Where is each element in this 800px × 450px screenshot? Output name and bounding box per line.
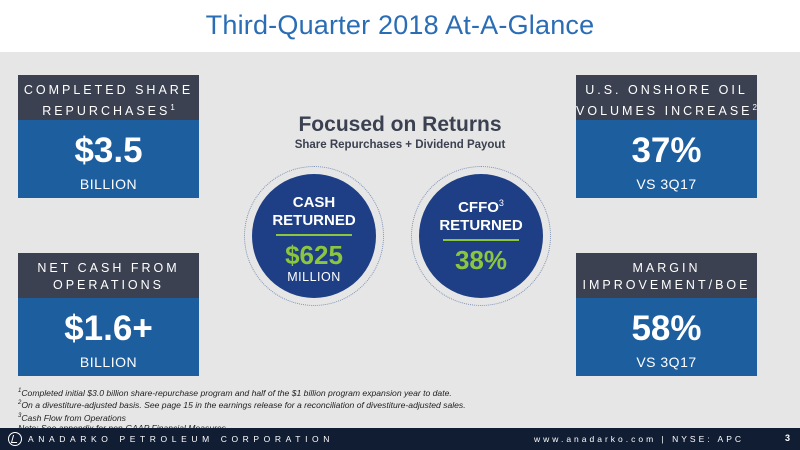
slide-title: Third-Quarter 2018 At-A-Glance	[205, 10, 595, 40]
footnote-text: Cash Flow from Operations	[21, 412, 126, 423]
footnote-marker: 3	[498, 198, 504, 208]
circle-divider	[276, 234, 352, 236]
circle-value: $625	[285, 240, 343, 270]
cash-returned-circle: CASH RETURNED $625 MILLION	[252, 174, 376, 298]
card-body: 58% VS 3Q17	[576, 298, 757, 376]
center-title: Focused on Returns	[298, 113, 502, 136]
footer-company: ANADARKO PETROLEUM CORPORATION	[28, 434, 334, 444]
card-value: 37%	[631, 131, 702, 170]
card-unit: BILLION	[79, 354, 138, 370]
circle-label-line1: CFFO	[458, 199, 499, 216]
card-body: 37% VS 3Q17	[576, 120, 757, 198]
card-unit: VS 3Q17	[636, 354, 697, 370]
cffo-returned-ring	[411, 166, 551, 306]
circle-label: CASH RETURNED	[252, 194, 376, 230]
footnote-mark: 1	[18, 388, 22, 394]
footnote-marker: 2	[752, 103, 757, 112]
card-net-cash: NET CASH FROM OPERATIONS $1.6+ BILLION	[18, 253, 199, 376]
footnote-mark: 2	[18, 400, 22, 407]
circle-value: 38%	[454, 245, 508, 275]
anadarko-logo-icon	[8, 432, 22, 446]
circle-label: CFFO3 RETURNED	[419, 194, 543, 235]
footnote-1: 1Completed initial $3.0 billion share-re…	[18, 386, 578, 398]
footnotes: 1Completed initial $3.0 billion share-re…	[18, 386, 578, 433]
footnote-3: 3Cash Flow from Operations	[18, 411, 578, 423]
circle-label-line2: RETURNED	[272, 212, 356, 229]
card-value: $1.6+	[64, 309, 153, 348]
card-heading-text: MARGIN IMPROVEMENT/BOE	[582, 261, 751, 292]
card-heading: NET CASH FROM OPERATIONS	[18, 253, 199, 298]
center-subtitle: Share Repurchases + Dividend Payout	[294, 139, 506, 151]
card-heading-text: COMPLETED SHARE REPURCHASES	[23, 83, 194, 119]
footnote-text: Completed initial $3.0 billion share-rep…	[21, 387, 452, 398]
cash-returned-ring	[244, 166, 384, 306]
footnote-text: Note: See appendix for non-GAAP Financia…	[18, 423, 228, 433]
card-unit: BILLION	[79, 176, 138, 192]
card-share-repurchases: COMPLETED SHARE REPURCHASES1 $3.5 BILLIO…	[18, 75, 199, 198]
circle-label-line1: CASH	[292, 194, 336, 211]
cffo-returned-circle: CFFO3 RETURNED 38%	[419, 174, 543, 298]
footnote-mark: 3	[18, 412, 22, 419]
card-heading-text: U.S. ONSHORE OIL VOLUMES INCREASE	[576, 83, 753, 119]
title-band: Third-Quarter 2018 At-A-Glance	[0, 0, 800, 52]
footnote-text: On a divestiture-adjusted basis. See pag…	[21, 400, 466, 411]
page-number: 3	[784, 433, 790, 443]
card-value: $3.5	[74, 131, 143, 170]
footnote-marker: 1	[170, 103, 175, 112]
footnote-2: 2On a divestiture-adjusted basis. See pa…	[18, 398, 578, 410]
card-value: 58%	[631, 309, 702, 348]
footnote-note: Note: See appendix for non-GAAP Financia…	[18, 423, 578, 433]
card-heading: U.S. ONSHORE OIL VOLUMES INCREASE2	[576, 75, 757, 120]
card-unit: VS 3Q17	[636, 176, 697, 192]
card-body: $3.5 BILLION	[18, 120, 199, 198]
circle-unit: MILLION	[287, 270, 341, 284]
card-body: $1.6+ BILLION	[18, 298, 199, 376]
footer-bar: ANADARKO PETROLEUM CORPORATION www.anada…	[0, 428, 800, 450]
footer-website: www.anadarko.com | NYSE: APC	[534, 434, 744, 444]
card-margin-improvement: MARGIN IMPROVEMENT/BOE 58% VS 3Q17	[576, 253, 757, 376]
card-heading-text: NET CASH FROM OPERATIONS	[37, 261, 180, 292]
circle-label-line2: RETURNED	[439, 217, 523, 234]
card-heading: COMPLETED SHARE REPURCHASES1	[18, 75, 199, 120]
card-onshore-oil: U.S. ONSHORE OIL VOLUMES INCREASE2 37% V…	[576, 75, 757, 198]
card-heading: MARGIN IMPROVEMENT/BOE	[576, 253, 757, 298]
circle-divider	[443, 239, 519, 241]
